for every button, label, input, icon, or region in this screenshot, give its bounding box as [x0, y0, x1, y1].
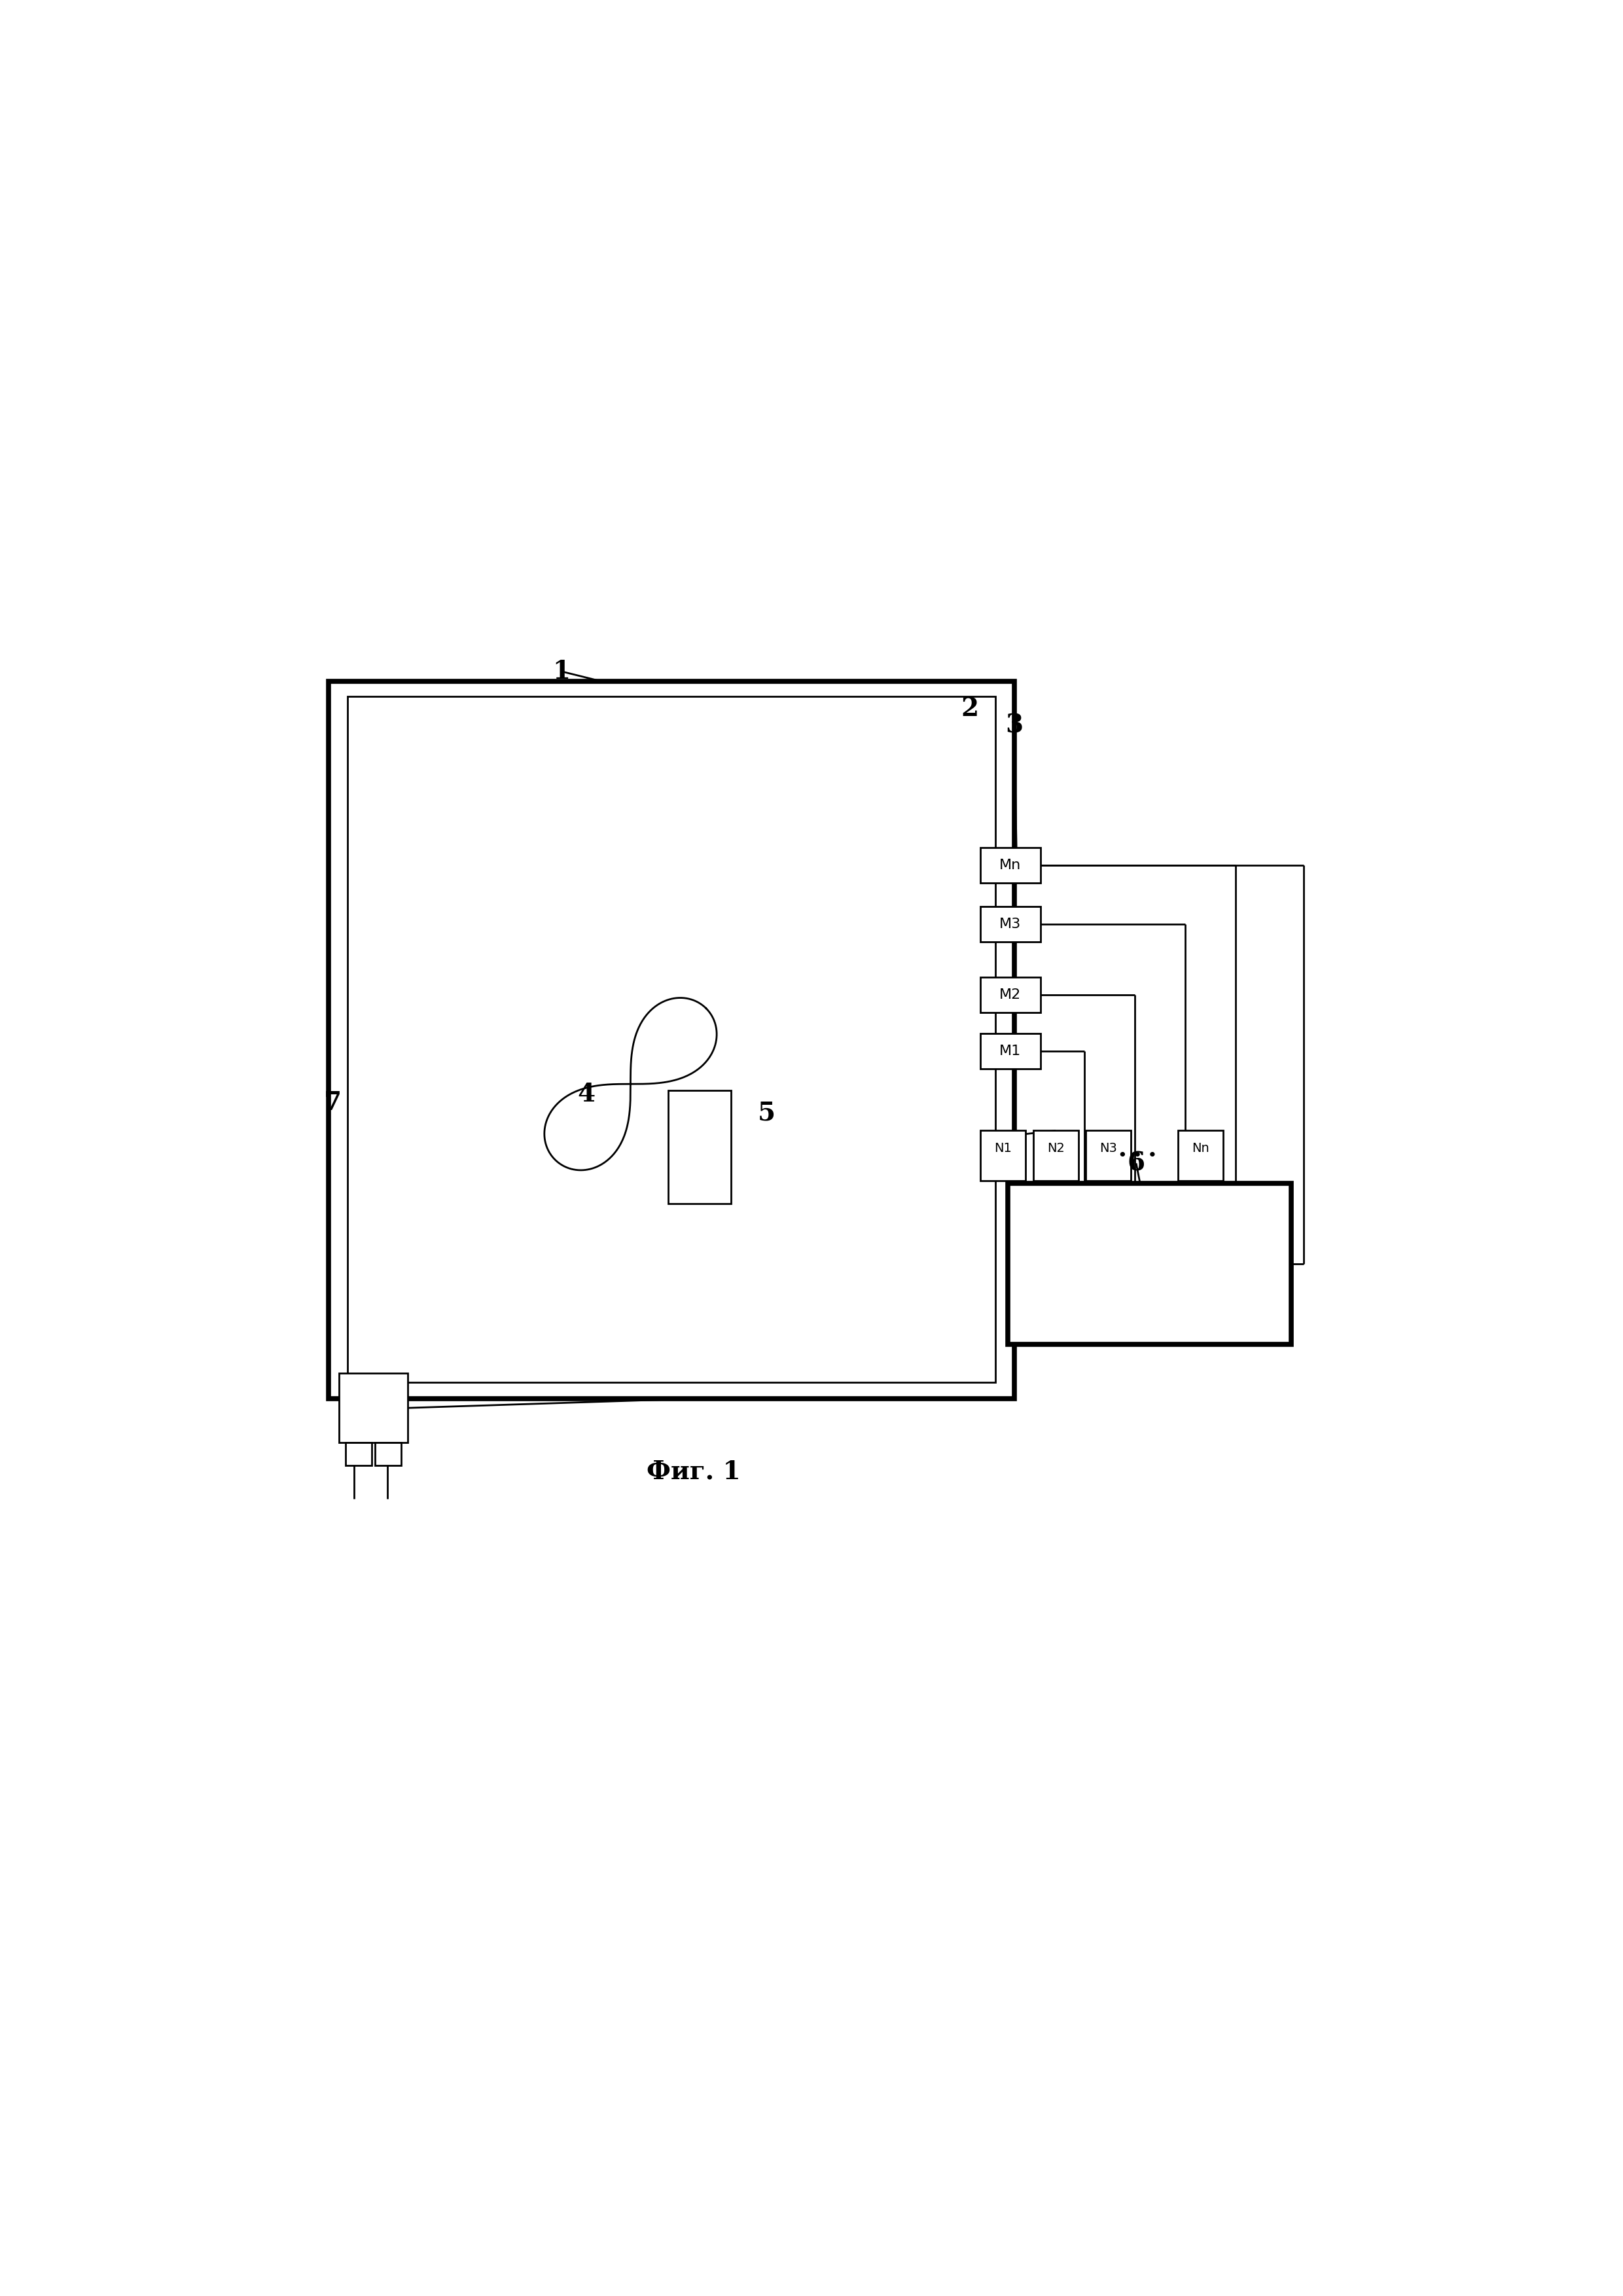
Text: Фиг. 1: Фиг. 1: [646, 1458, 740, 1483]
Bar: [980, 1033, 1040, 1070]
Bar: [980, 847, 1040, 882]
Text: 7: 7: [323, 1091, 341, 1116]
Bar: [980, 1130, 1026, 1180]
Text: M1: M1: [1000, 1045, 1021, 1058]
Bar: [375, 1442, 401, 1465]
Text: M3: M3: [1000, 918, 1021, 930]
Text: 3: 3: [1005, 714, 1022, 737]
Text: 4: 4: [578, 1081, 596, 1107]
Text: 6: 6: [1128, 1150, 1146, 1176]
Bar: [1008, 1182, 1290, 1345]
Bar: [346, 1442, 372, 1465]
Text: M2: M2: [1000, 987, 1021, 1001]
Text: 2: 2: [961, 696, 979, 721]
Text: 1: 1: [552, 659, 570, 684]
Text: Mn: Mn: [1000, 859, 1021, 872]
Text: Nn: Nn: [1191, 1141, 1209, 1155]
Bar: [1086, 1130, 1131, 1180]
Bar: [1032, 1130, 1078, 1180]
Bar: [669, 1091, 730, 1203]
Bar: [980, 978, 1040, 1013]
Text: N2: N2: [1047, 1141, 1065, 1155]
Bar: [980, 907, 1040, 941]
Bar: [1178, 1130, 1224, 1180]
Text: N1: N1: [993, 1141, 1011, 1155]
Text: N3: N3: [1100, 1141, 1117, 1155]
Text: • • •: • • •: [1118, 1148, 1157, 1164]
Text: 5: 5: [758, 1100, 776, 1125]
Bar: [339, 1373, 407, 1442]
Bar: [328, 682, 1014, 1398]
Bar: [347, 696, 995, 1382]
